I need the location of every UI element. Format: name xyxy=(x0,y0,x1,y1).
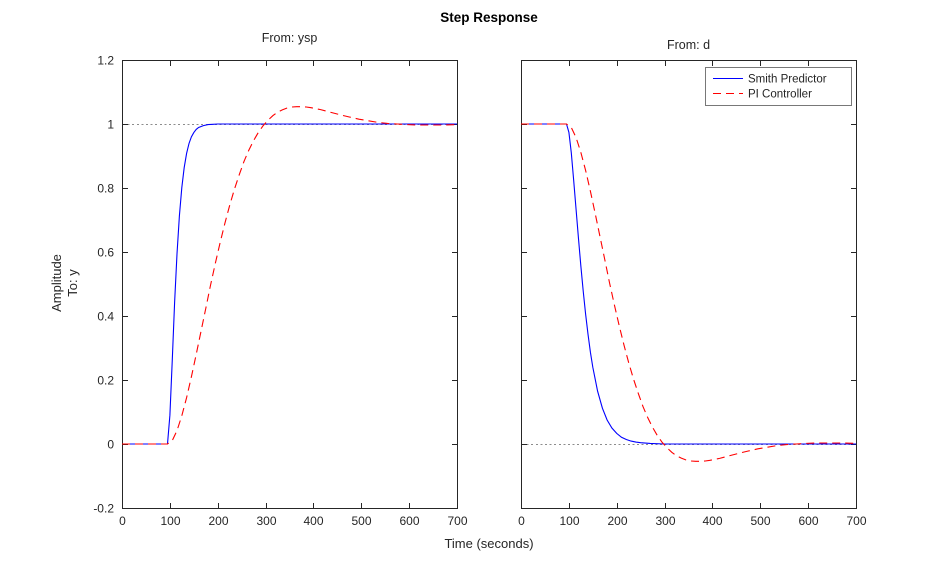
x-tick-label: 700 xyxy=(447,514,467,528)
x-tick-label: 400 xyxy=(303,514,323,528)
series-line-pi-controller xyxy=(122,106,457,445)
x-tick-label: 400 xyxy=(702,514,722,528)
x-tick-label: 0 xyxy=(518,514,525,528)
x-tick-label: 600 xyxy=(399,514,419,528)
x-tick-label: 0 xyxy=(119,514,126,528)
x-tick-label: 700 xyxy=(846,514,866,528)
subplot-1: 0 100 200 300 400 500 600 700 xyxy=(518,60,867,528)
legend-box xyxy=(705,67,852,106)
axes-box xyxy=(521,60,857,509)
series-line-smith-predictor xyxy=(122,123,457,445)
x-tick-label: 300 xyxy=(655,514,675,528)
y-tick-label: 0.4 xyxy=(97,310,114,324)
legend-label: PI Controller xyxy=(748,89,812,101)
subplot-0: 0 100 200 300 400 500 600 700 -0.2 0 0.2 0.4 0.6 0.8 1… xyxy=(93,54,468,529)
x-tick-label: 200 xyxy=(607,514,627,528)
x-tick-label: 300 xyxy=(256,514,276,528)
y-tick-label: 0.2 xyxy=(97,374,114,388)
legend-label: Smith Predictor xyxy=(748,74,827,86)
x-tick-label: 500 xyxy=(351,514,371,528)
series-line-pi-controller xyxy=(521,123,856,462)
figure-title: Step Response xyxy=(440,10,538,25)
series-group xyxy=(122,106,457,445)
series-group xyxy=(521,123,856,462)
axes-box xyxy=(122,60,458,509)
y-tick-label: 0 xyxy=(107,438,114,452)
x-tick-label: 200 xyxy=(208,514,228,528)
y-tick-label: 1.2 xyxy=(97,54,114,68)
y-tick-label: -0.2 xyxy=(93,502,114,516)
legend: Smith Predictor PI Controller xyxy=(705,67,852,106)
series-line-smith-predictor xyxy=(521,123,856,445)
y-tick-label: 1 xyxy=(107,118,114,132)
subplot-title-d: From: d xyxy=(666,38,711,52)
y-tick-label: 0.8 xyxy=(97,182,114,196)
x-tick-label: 600 xyxy=(798,514,818,528)
x-tick-label: 500 xyxy=(750,514,770,528)
x-tick-label: 100 xyxy=(160,514,180,528)
y-tick-label: 0.6 xyxy=(97,246,114,260)
subplot-title-ysp: From: ysp xyxy=(261,31,318,45)
x-axis-label: Time (seconds) xyxy=(444,536,534,551)
x-tick-label: 100 xyxy=(559,514,579,528)
